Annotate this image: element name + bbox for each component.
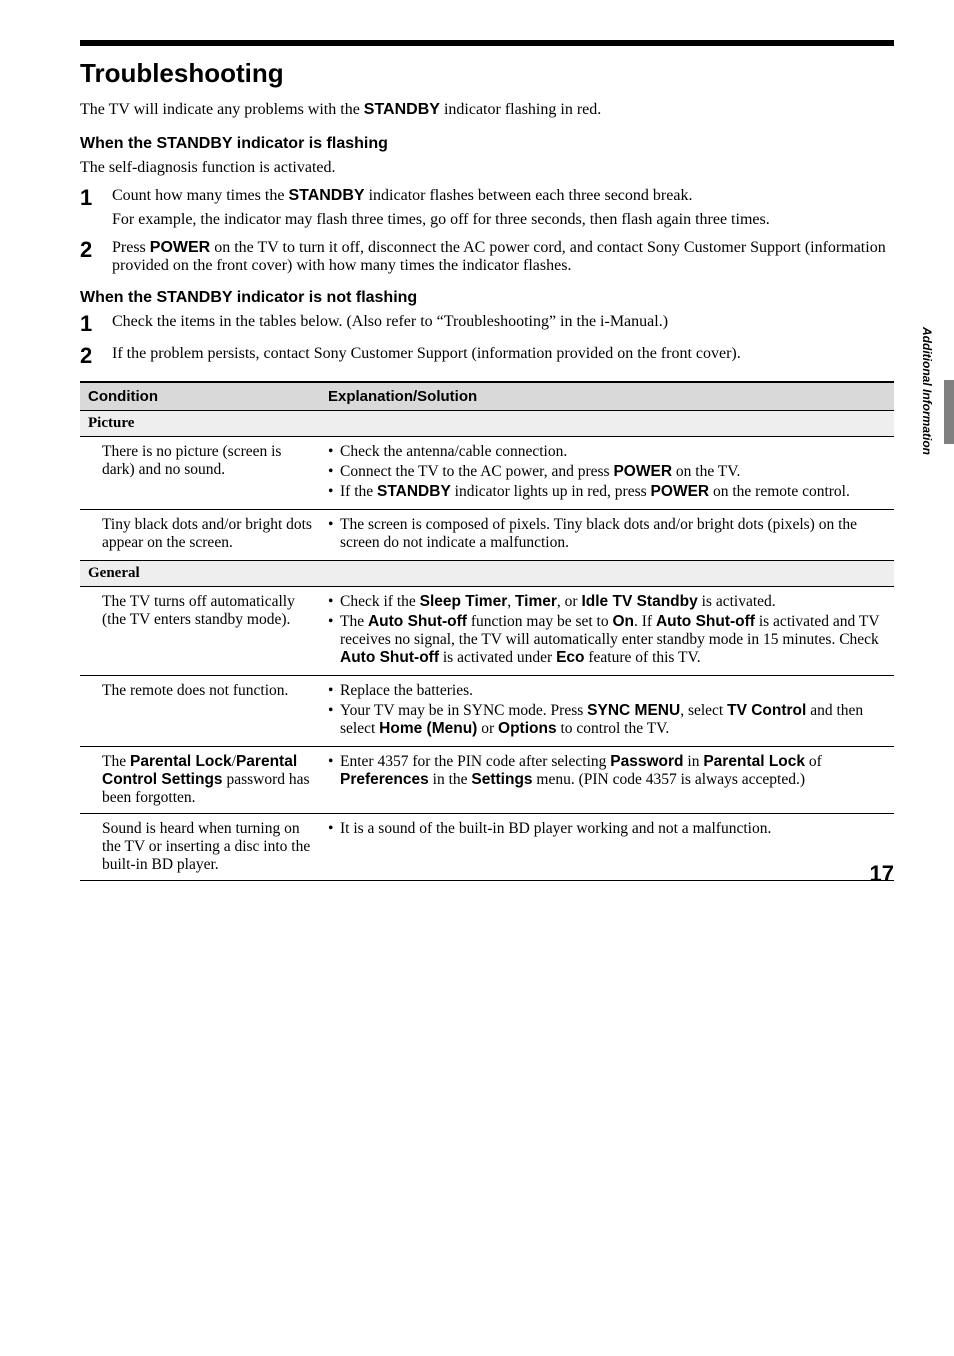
side-tab-bar [944,380,954,444]
solution-item: Replace the batteries. [328,682,886,700]
section2-title: When the STANDBY indicator is not flashi… [80,289,894,307]
condition-cell: The remote does not function. [80,676,320,747]
step-body: Count how many times the STANDBY indicat… [112,187,894,229]
solution-item: The screen is composed of pixels. Tiny b… [328,516,886,552]
section1-step-2: 2 Press POWER on the TV to turn it off, … [80,239,894,275]
side-tab-label: Additional Information [920,327,934,455]
page-title: Troubleshooting [80,58,894,89]
step-body: If the problem persists, contact Sony Cu… [112,345,894,367]
category-label: General [80,561,894,587]
step-text: Check the items in the tables below. (Al… [112,313,668,330]
step-text: If the problem persists, contact Sony Cu… [112,345,741,362]
intro-seg: The TV will indicate any problems with t… [80,101,364,118]
condition-cell: There is no picture (screen is dark) and… [80,437,320,510]
solution-item: It is a sound of the built-in BD player … [328,820,886,838]
step-body: Check the items in the tables below. (Al… [112,313,894,335]
solution-item: If the STANDBY indicator lights up in re… [328,483,886,501]
step-text: on the TV to turn it off, disconnect the… [112,239,886,274]
section1-title: When the STANDBY indicator is flashing [80,135,894,153]
step-text: Count how many times the [112,187,288,204]
section2-step-2: 2 If the problem persists, contact Sony … [80,345,894,367]
col-header-condition: Condition [80,382,320,411]
condition-cell: The TV turns off automatically (the TV e… [80,587,320,676]
condition-cell: Tiny black dots and/or bright dots appea… [80,510,320,561]
solution-cell: Check the antenna/cable connection. Conne… [320,437,894,510]
side-section-tab: Additional Information [908,400,926,600]
solution-cell: Check if the Sleep Timer, Timer, or Idle… [320,587,894,676]
step-body: Press POWER on the TV to turn it off, di… [112,239,894,275]
table-header-row: Condition Explanation/Solution [80,382,894,411]
step-subtext: For example, the indicator may flash thr… [112,211,894,229]
table-row: The TV turns off automatically (the TV e… [80,587,894,676]
section2-step-1: 1 Check the items in the tables below. (… [80,313,894,335]
troubleshooting-table: Condition Explanation/Solution Picture T… [80,381,894,881]
step-bold: STANDBY [288,187,364,204]
table-row: Tiny black dots and/or bright dots appea… [80,510,894,561]
table-row: Sound is heard when turning on the TV or… [80,814,894,881]
category-row-picture: Picture [80,411,894,437]
solution-cell: The screen is composed of pixels. Tiny b… [320,510,894,561]
col-header-solution: Explanation/Solution [320,382,894,411]
section1-body: The self-diagnosis function is activated… [80,159,894,177]
step-text: Press [112,239,150,256]
solution-cell: It is a sound of the built-in BD player … [320,814,894,881]
solution-item: Check if the Sleep Timer, Timer, or Idle… [328,593,886,611]
intro-text: The TV will indicate any problems with t… [80,101,894,119]
condition-cell: The Parental Lock/Parental Control Setti… [80,747,320,814]
step-bold: POWER [150,239,210,256]
step-text: indicator flashes between each three sec… [365,187,693,204]
page-number: 17 [870,861,894,887]
step-number: 1 [80,313,100,335]
intro-seg: indicator flashing in red. [440,101,601,118]
step-number: 2 [80,345,100,367]
table-row: The remote does not function. Replace th… [80,676,894,747]
category-row-general: General [80,561,894,587]
step-number: 1 [80,187,100,229]
category-label: Picture [80,411,894,437]
step-number: 2 [80,239,100,275]
solution-cell: Enter 4357 for the PIN code after select… [320,747,894,814]
intro-standby-bold: STANDBY [364,101,440,118]
solution-item: Connect the TV to the AC power, and pres… [328,463,886,481]
top-rule [80,40,894,46]
solution-item: The Auto Shut-off function may be set to… [328,613,886,667]
condition-cell: Sound is heard when turning on the TV or… [80,814,320,881]
table-row: There is no picture (screen is dark) and… [80,437,894,510]
table-row: The Parental Lock/Parental Control Setti… [80,747,894,814]
solution-item: Your TV may be in SYNC mode. Press SYNC … [328,702,886,738]
solution-item: Check the antenna/cable connection. [328,443,886,461]
solution-item: Enter 4357 for the PIN code after select… [328,753,886,789]
section1-step-1: 1 Count how many times the STANDBY indic… [80,187,894,229]
solution-cell: Replace the batteries. Your TV may be in … [320,676,894,747]
